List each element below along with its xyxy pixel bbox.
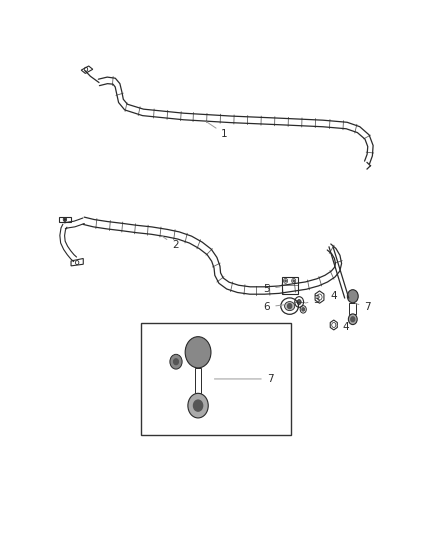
Text: 4: 4: [324, 291, 337, 301]
Text: 2: 2: [162, 236, 179, 251]
Circle shape: [188, 393, 208, 418]
Circle shape: [285, 280, 286, 281]
Text: 7: 7: [215, 374, 273, 384]
Circle shape: [348, 314, 357, 325]
Circle shape: [185, 337, 211, 368]
Text: 3: 3: [305, 295, 320, 305]
Circle shape: [194, 400, 203, 411]
Circle shape: [288, 304, 292, 309]
Text: 6: 6: [264, 302, 284, 312]
Text: 5: 5: [264, 284, 280, 294]
Circle shape: [347, 289, 358, 303]
Circle shape: [170, 354, 182, 369]
Bar: [141, 322, 291, 435]
Text: 7: 7: [356, 302, 371, 312]
Text: 4: 4: [336, 322, 349, 333]
Text: 1: 1: [206, 122, 228, 139]
Circle shape: [297, 300, 301, 304]
Circle shape: [302, 308, 304, 311]
Circle shape: [351, 317, 355, 321]
Circle shape: [64, 219, 66, 220]
Circle shape: [293, 280, 294, 281]
Circle shape: [173, 359, 178, 365]
Ellipse shape: [285, 302, 295, 311]
